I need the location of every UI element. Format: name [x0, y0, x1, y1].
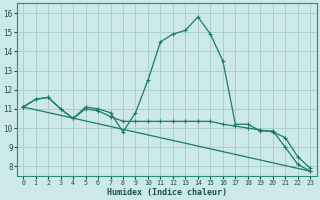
X-axis label: Humidex (Indice chaleur): Humidex (Indice chaleur): [107, 188, 227, 197]
